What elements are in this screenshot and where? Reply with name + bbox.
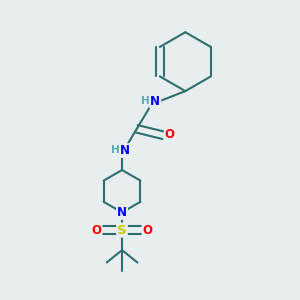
Text: O: O [92, 224, 101, 237]
Text: N: N [120, 144, 130, 157]
Text: O: O [142, 224, 153, 237]
Text: N: N [150, 95, 160, 108]
Text: O: O [165, 128, 175, 141]
Text: H: H [141, 96, 149, 106]
Text: S: S [117, 224, 127, 237]
Text: H: H [111, 145, 120, 155]
Text: N: N [117, 206, 127, 219]
